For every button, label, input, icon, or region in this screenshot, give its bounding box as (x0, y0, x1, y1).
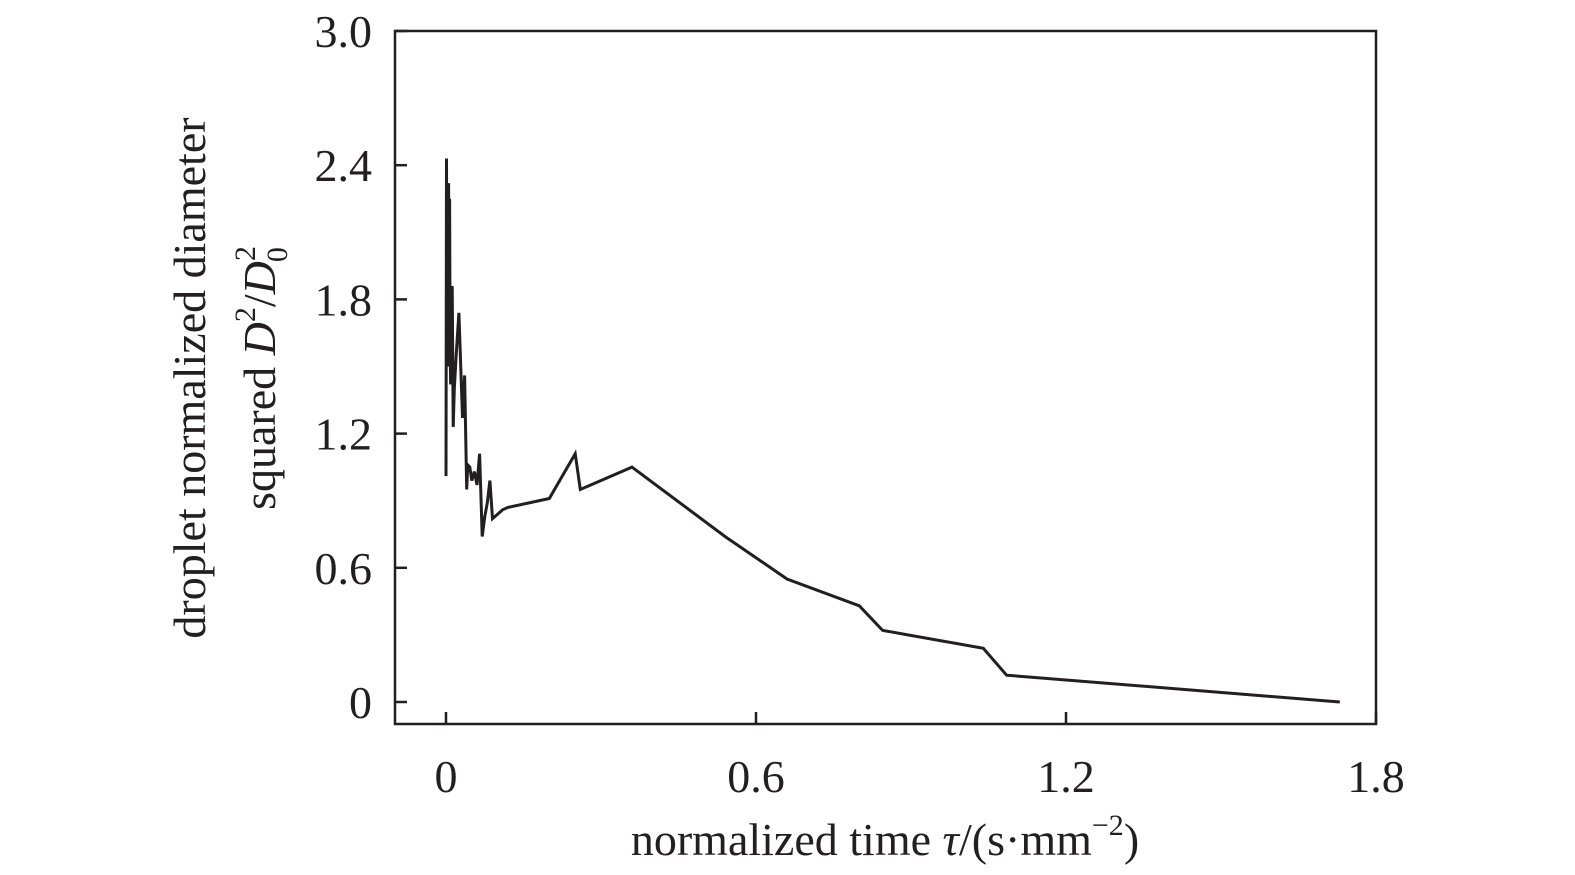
y-tick-label: 1.2 (315, 409, 373, 460)
y-axis-title-line2: squared D2/D20 (229, 246, 294, 510)
series-layer (444, 158, 1340, 704)
y-axis-title-line1: droplet normalized diameter (164, 117, 215, 638)
y-tick-label: 2.4 (315, 140, 373, 191)
y-axis-title: droplet normalized diameter squared D2/D… (164, 117, 294, 638)
y-tick-label: 0 (349, 677, 372, 728)
y-tick-label: 0.6 (315, 543, 373, 594)
series-line-0 (444, 158, 1340, 704)
y-tick-label: 1.8 (315, 274, 373, 325)
x-tick-label: 0 (435, 751, 458, 802)
y-axis: 0 0.6 1.2 1.8 2.4 3.0 (315, 6, 407, 728)
y-tick-label: 3.0 (315, 6, 373, 57)
x-tick-label: 1.2 (1037, 751, 1095, 802)
x-tick-label: 0.6 (727, 751, 785, 802)
x-axis-title: normalized time τ/(s·mm−2) (631, 809, 1139, 865)
plot-frame (393, 29, 1378, 726)
x-tick-label: 1.8 (1347, 751, 1405, 802)
x-axis: 0 0.6 1.2 1.8 (435, 712, 1405, 802)
